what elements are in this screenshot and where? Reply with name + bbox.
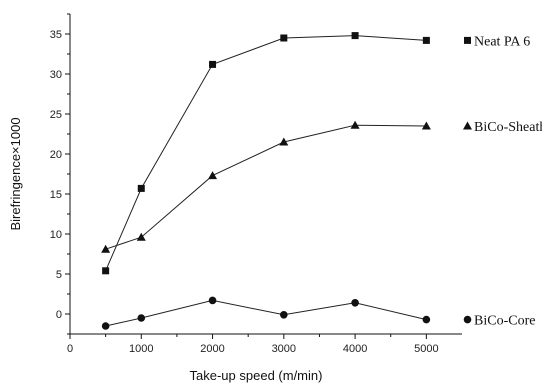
- y-axis-ticks: 0 5 10 15 20 25 30 35: [50, 13, 70, 335]
- data-point-bico-core: [280, 311, 288, 319]
- data-point-bico-core: [351, 299, 359, 307]
- y-tick-label: 5: [56, 269, 62, 281]
- legend-marker-bico-sheath: [463, 121, 472, 130]
- series-line-bico-core: [105, 299, 427, 327]
- data-point-bico-core: [137, 314, 146, 322]
- series-layer: Neat PA 6 BiCo-Sheath BiCo-Core: [101, 32, 542, 330]
- data-point-bico-sheath: [421, 121, 431, 130]
- x-axis-ticks: 0 1000 2000 3000 4000 5000: [67, 334, 439, 355]
- series-bico-core: BiCo-Core: [101, 296, 535, 330]
- series-label-bico-sheath: BiCo-Sheath: [474, 120, 542, 135]
- x-tick-label: 5000: [414, 343, 438, 355]
- series-bico-sheath: BiCo-Sheath: [101, 120, 542, 253]
- data-point-neat-pa-6: [209, 60, 217, 68]
- y-tick-label: 20: [50, 149, 62, 161]
- data-point-bico-sheath: [136, 232, 146, 241]
- axes: [69, 14, 462, 335]
- y-tick-label: 10: [50, 229, 62, 241]
- x-tick-label: 0: [67, 343, 73, 355]
- y-tick-label: 15: [50, 189, 62, 201]
- data-point-bico-sheath: [279, 137, 289, 146]
- data-point-neat-pa-6: [422, 36, 430, 44]
- data-point-neat-pa-6: [351, 32, 359, 40]
- data-point-bico-core: [208, 296, 217, 305]
- data-point-neat-pa-6: [137, 184, 145, 192]
- data-point-bico-sheath: [350, 120, 360, 129]
- legend-marker-neat-pa-6: [464, 36, 471, 44]
- series-label-neat-pa-6: Neat PA 6: [474, 34, 530, 49]
- data-point-bico-core: [101, 322, 110, 330]
- data-point-bico-sheath: [101, 244, 111, 253]
- y-tick-label: 25: [50, 109, 62, 121]
- x-tick-label: 1000: [129, 343, 153, 355]
- series-line-neat-pa-6: [105, 35, 427, 271]
- x-tick-label: 3000: [272, 343, 296, 355]
- x-axis-title: Take-up speed (m/min): [190, 368, 323, 383]
- y-tick-label: 35: [50, 29, 62, 41]
- data-point-neat-pa-6: [102, 267, 110, 275]
- y-tick-label: 30: [50, 69, 62, 81]
- legend-marker-bico-core: [463, 315, 472, 324]
- y-axis-title: Birefringence×1000: [8, 117, 23, 230]
- x-tick-label: 4000: [343, 343, 367, 355]
- data-point-bico-sheath: [208, 171, 218, 180]
- data-point-neat-pa-6: [280, 34, 288, 42]
- y-tick-label: 0: [56, 309, 62, 321]
- data-point-bico-core: [422, 315, 431, 324]
- series-line-bico-sheath: [105, 124, 427, 250]
- series-neat-pa-6: Neat PA 6: [102, 32, 530, 275]
- x-tick-label: 2000: [200, 343, 224, 355]
- series-label-bico-core: BiCo-Core: [474, 314, 535, 329]
